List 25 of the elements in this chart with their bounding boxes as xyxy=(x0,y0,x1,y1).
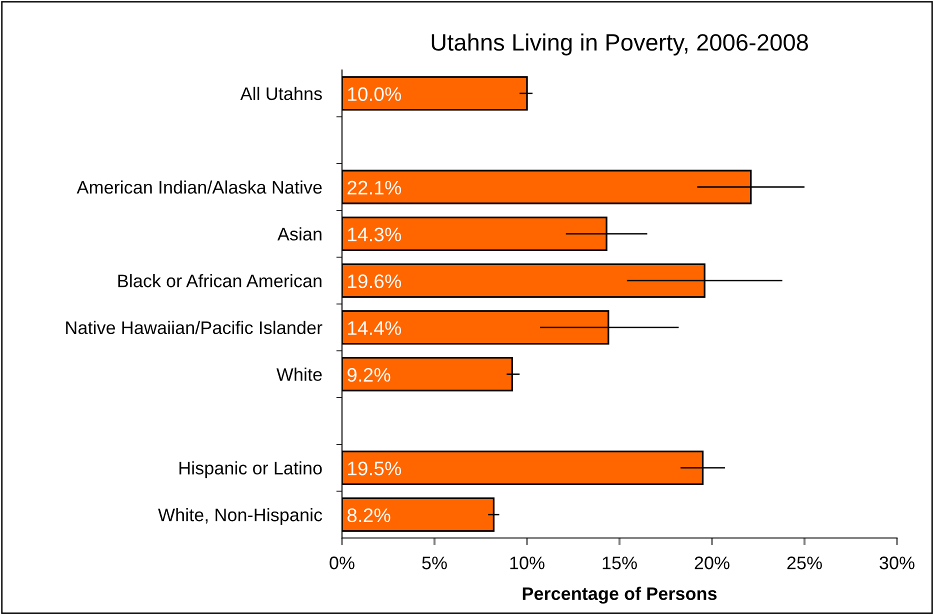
data-label: 10.0% xyxy=(348,87,402,101)
y-tick-label: Native Hawaiian/Pacific Islander xyxy=(66,320,322,334)
data-label: 8.2% xyxy=(347,508,390,522)
y-tick-label: American Indian/Alaska Native xyxy=(76,180,322,194)
x-tick-label: 15% xyxy=(602,556,637,570)
y-tick-label: Asian xyxy=(277,227,322,241)
data-label: 19.5% xyxy=(348,462,402,476)
chart-title: Utahns Living in Poverty, 2006-2008 xyxy=(432,33,808,56)
data-label: 22.1% xyxy=(348,180,402,194)
data-label: 19.6% xyxy=(348,274,402,288)
data-label: 14.4% xyxy=(348,321,402,335)
data-label: 9.2% xyxy=(348,368,390,382)
x-tick-label: 10% xyxy=(510,556,544,570)
x-tick-label: 30% xyxy=(880,556,914,570)
x-tick-label: 0% xyxy=(330,556,354,570)
y-tick-label: White, Non-Hispanic xyxy=(158,508,322,525)
x-tick-label: 5% xyxy=(422,556,447,570)
x-tick-label: 25% xyxy=(787,556,822,570)
y-tick-label: All Utahns xyxy=(240,86,322,100)
data-label: 14.3% xyxy=(348,228,402,242)
x-tick-label: 20% xyxy=(694,556,730,570)
x-axis-title: Percentage of Persons xyxy=(522,586,717,604)
y-tick-label: Hispanic or Latino xyxy=(180,461,322,478)
y-tick-label: Black or African American xyxy=(118,274,322,288)
y-tick-label: White xyxy=(276,368,322,381)
